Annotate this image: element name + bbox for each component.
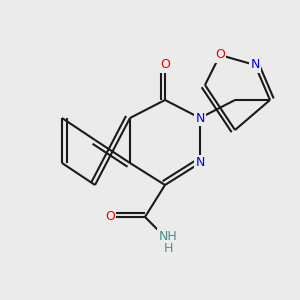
Text: O: O [105,211,115,224]
Text: O: O [215,49,225,62]
Text: N: N [250,58,260,71]
Text: N: N [195,157,205,169]
Text: NH: NH [159,230,177,242]
Text: H: H [163,242,173,254]
Text: O: O [160,58,170,71]
Text: N: N [195,112,205,124]
